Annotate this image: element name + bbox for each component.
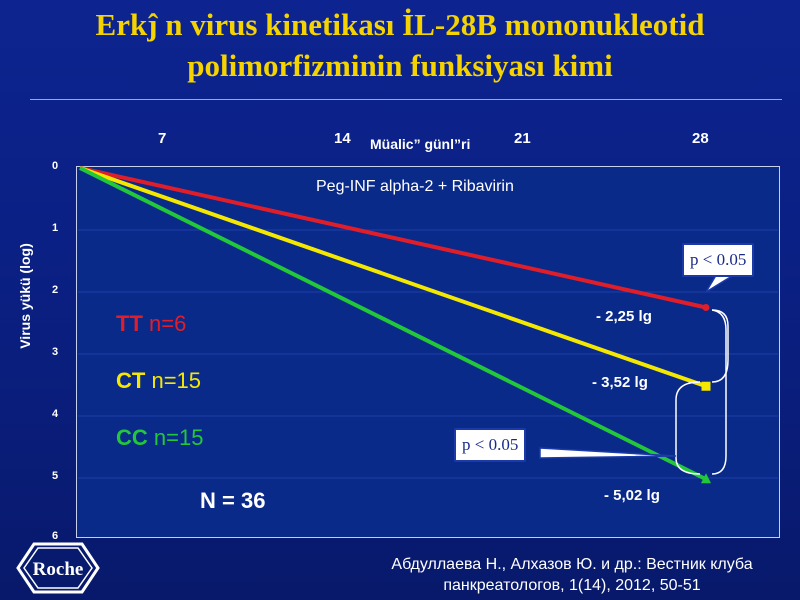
y-tick-5: 5 bbox=[52, 470, 59, 482]
series-line-tt bbox=[79, 166, 707, 310]
y-tick-2: 2 bbox=[52, 284, 59, 296]
total-n: N = 36 bbox=[200, 488, 266, 513]
callout-pointer-bottom bbox=[539, 447, 677, 459]
roche-logo: Roche bbox=[16, 542, 100, 594]
legend-cc-n: n=15 bbox=[153, 425, 204, 450]
y-tick-0: 0 bbox=[52, 160, 59, 172]
legend-ct: CT n=15 bbox=[116, 368, 201, 394]
series-marker-ct bbox=[701, 381, 711, 391]
title-divider bbox=[30, 99, 782, 100]
p-value-callout-top: p < 0.05 bbox=[682, 243, 755, 277]
y-tick-1: 1 bbox=[52, 222, 59, 234]
bracket-tt-cc bbox=[711, 309, 727, 475]
series-line-cc bbox=[79, 166, 707, 482]
therapy-label: Peg-INF alpha-2 + Ribavirin bbox=[316, 178, 514, 195]
end-label-cc: - 5,02 lg bbox=[604, 487, 660, 504]
citation-line-1: Абдуллаева Н., Алхазов Ю. и др.: Вестник… bbox=[391, 556, 753, 573]
bracket-ct-cc bbox=[675, 381, 701, 475]
legend-tt-n: n=6 bbox=[149, 311, 187, 336]
roche-logo-text: Roche bbox=[33, 559, 84, 580]
x-tick-14: 14 bbox=[334, 130, 351, 147]
series-marker-cc bbox=[701, 473, 711, 484]
p-value-callout-bottom: p < 0.05 bbox=[454, 428, 527, 462]
legend-ct-name: CT bbox=[116, 368, 146, 393]
y-tick-4: 4 bbox=[52, 408, 59, 420]
x-tick-21: 21 bbox=[514, 130, 531, 147]
legend-ct-n: n=15 bbox=[151, 368, 202, 393]
legend-cc: CC n=15 bbox=[116, 425, 203, 451]
citation-line-2: панкреатологов, 1(14), 2012, 50-51 bbox=[443, 577, 701, 594]
end-label-ct: - 3,52 lg bbox=[592, 374, 648, 391]
series-marker-tt bbox=[702, 304, 710, 311]
x-tick-7: 7 bbox=[158, 130, 167, 147]
x-tick-28: 28 bbox=[692, 130, 709, 147]
y-tick-6: 6 bbox=[52, 530, 59, 542]
legend-cc-name: CC bbox=[116, 425, 148, 450]
slide-title: Erkĵ n virus kinetikası İL-28B mononukle… bbox=[95, 7, 705, 83]
x-axis-label: Müalic” günl”ri bbox=[370, 136, 471, 152]
legend-tt-name: TT bbox=[116, 311, 143, 336]
end-label-tt: - 2,25 lg bbox=[596, 308, 652, 325]
plot-area bbox=[76, 166, 780, 538]
citation: Абдуллаева Н., Алхазов Ю. и др.: Вестник… bbox=[352, 554, 792, 596]
legend-tt: TT n=6 bbox=[116, 311, 186, 337]
bracket-tt-ct bbox=[711, 309, 729, 383]
y-tick-3: 3 bbox=[52, 346, 59, 358]
series-line-ct bbox=[79, 166, 707, 389]
